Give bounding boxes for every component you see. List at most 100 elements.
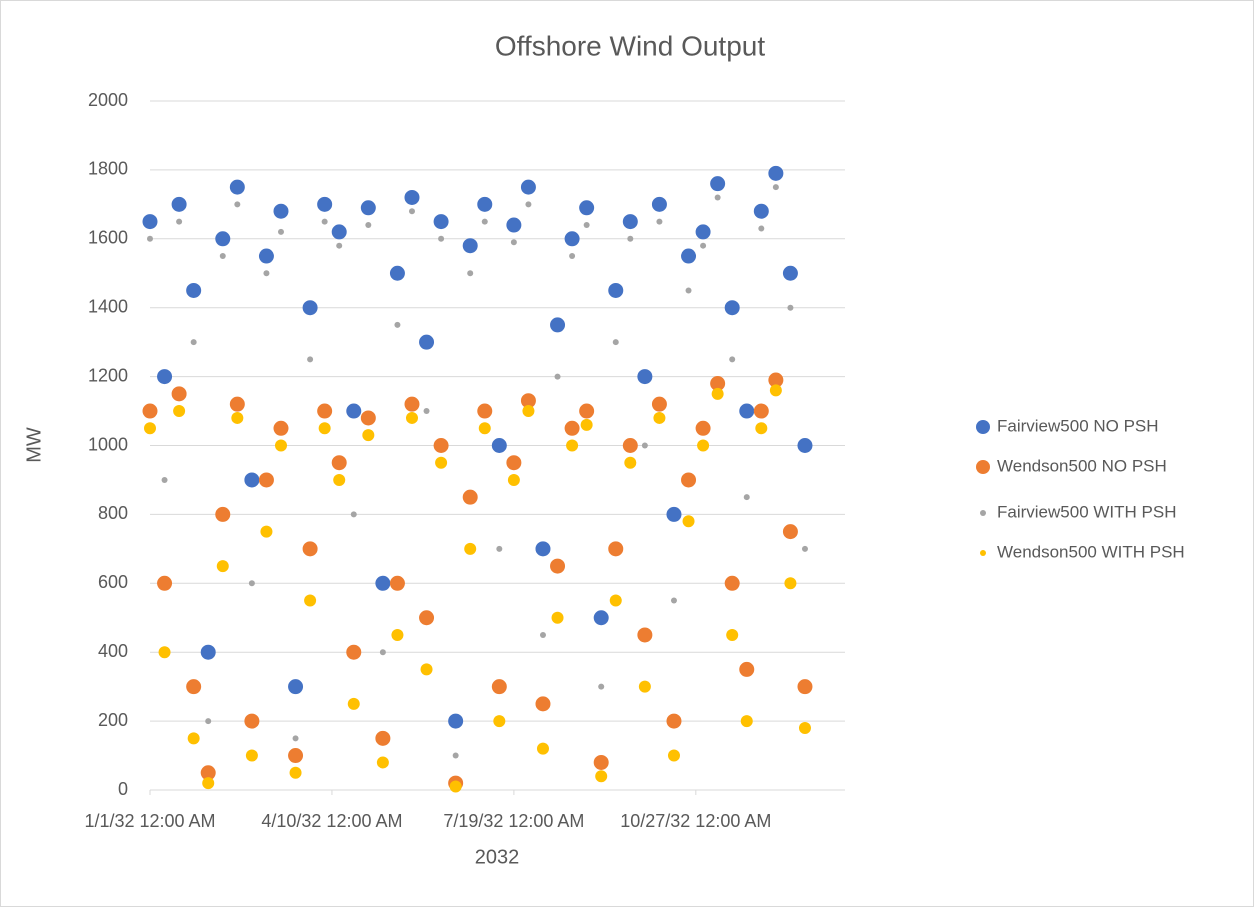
data-point: [467, 270, 474, 277]
y-tick-label: 200: [98, 710, 128, 730]
data-point: [405, 411, 418, 424]
data-point: [753, 403, 769, 419]
data-point: [449, 780, 462, 793]
data-point: [641, 442, 648, 449]
data-point: [685, 287, 692, 294]
data-point: [496, 545, 503, 552]
data-point: [697, 439, 710, 452]
data-point: [304, 594, 317, 607]
data-point: [200, 644, 216, 660]
data-point: [724, 575, 740, 591]
data-point: [651, 396, 667, 412]
data-point: [147, 235, 153, 242]
data-point: [144, 422, 156, 435]
data-point: [743, 494, 750, 501]
data-point: [622, 438, 638, 453]
data-point: [273, 203, 289, 219]
data-point: [419, 334, 435, 350]
y-tick-label: 1600: [88, 228, 128, 248]
data-point: [379, 649, 386, 656]
data-point: [187, 732, 200, 745]
data-point: [292, 735, 299, 742]
data-point: [583, 222, 590, 229]
data-point: [739, 661, 755, 677]
data-point: [205, 718, 212, 725]
data-point: [362, 429, 375, 442]
data-point: [215, 231, 231, 247]
data-point: [176, 218, 183, 225]
data-point: [186, 679, 202, 695]
data-point: [477, 403, 493, 419]
data-point: [317, 196, 333, 212]
data-point: [419, 610, 435, 626]
data-point: [360, 410, 376, 426]
data-point: [670, 597, 677, 604]
data-point: [536, 742, 549, 755]
data-point: [404, 189, 420, 205]
data-point: [234, 201, 241, 208]
x-tick-label: 1/1/32 12:00 AM: [84, 811, 215, 831]
data-point: [520, 179, 536, 195]
data-point: [637, 627, 653, 643]
data-point: [598, 683, 605, 690]
data-point: [554, 373, 561, 380]
data-point: [724, 300, 740, 316]
data-point: [258, 248, 274, 264]
data-point: [438, 235, 445, 242]
y-tick-label: 1400: [88, 296, 128, 316]
data-point: [389, 265, 405, 281]
data-point: [244, 713, 260, 729]
data-point: [769, 384, 782, 397]
data-point: [435, 456, 448, 469]
data-point: [510, 239, 517, 246]
data-point: [711, 387, 724, 400]
data-point: [710, 176, 726, 192]
data-point: [375, 730, 391, 746]
data-point: [801, 545, 808, 552]
data-point: [350, 511, 357, 518]
data-point: [157, 575, 173, 591]
data-point: [408, 208, 415, 215]
data-point: [624, 456, 637, 469]
data-point: [229, 396, 245, 412]
data-point: [375, 575, 391, 591]
data-point: [566, 439, 579, 452]
data-point: [277, 228, 284, 235]
data-point: [173, 405, 186, 418]
data-point: [551, 611, 564, 624]
y-tick-label: 0: [118, 779, 128, 799]
data-point: [695, 224, 711, 240]
data-point: [333, 473, 346, 486]
data-point: [248, 580, 255, 587]
data-point: [481, 218, 488, 225]
data-point: [477, 196, 493, 212]
data-point: [289, 766, 302, 779]
data-point: [681, 472, 697, 488]
data-point: [288, 679, 304, 695]
data-point: [478, 422, 491, 435]
legend-label: Fairview500 WITH PSH: [997, 502, 1176, 521]
data-point: [726, 628, 739, 641]
data-point: [331, 455, 347, 471]
y-tick-label: 1800: [88, 159, 128, 179]
data-point: [244, 472, 260, 488]
data-point: [782, 265, 798, 281]
data-point: [651, 196, 667, 212]
data-point: [274, 439, 287, 452]
x-tick-label: 4/10/32 12:00 AM: [261, 811, 402, 831]
data-point: [595, 770, 608, 783]
data-point: [612, 339, 619, 346]
data-point: [346, 644, 362, 660]
data-point: [784, 577, 797, 590]
data-point: [321, 218, 328, 225]
data-point: [729, 356, 736, 363]
data-point: [365, 222, 372, 229]
data-point: [462, 238, 478, 254]
data-point: [666, 713, 682, 729]
data-point: [302, 300, 318, 316]
data-point: [564, 231, 580, 247]
data-point: [772, 184, 779, 191]
data-point: [638, 680, 651, 693]
data-point: [656, 218, 663, 225]
